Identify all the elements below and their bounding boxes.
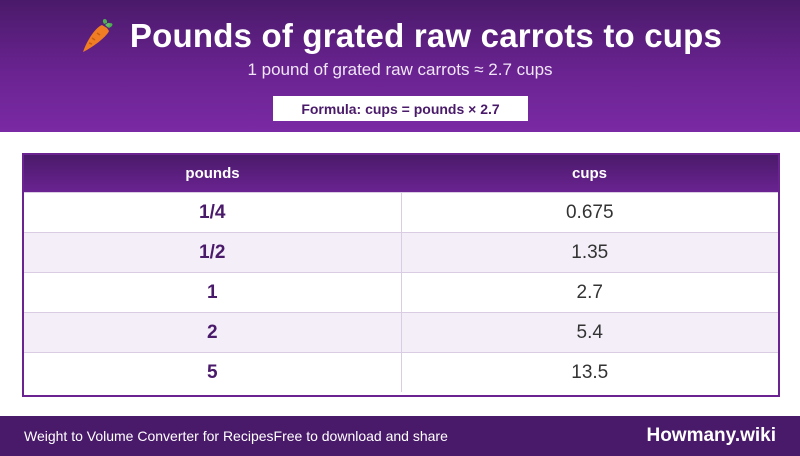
header-banner: Pounds of grated raw carrots to cups 1 p… [0,0,800,132]
column-header-cups: cups [401,155,778,193]
table-header-row: pounds cups [24,155,778,193]
conversion-table: pounds cups 1/4 0.675 1/2 1.35 1 2.7 2 5… [24,155,778,392]
cups-cell: 13.5 [401,352,778,392]
footer-text: Weight to Volume Converter for RecipesFr… [24,428,448,444]
page-title: Pounds of grated raw carrots to cups [129,17,723,54]
column-header-pounds: pounds [24,155,401,193]
pounds-cell: 5 [24,352,402,392]
footer-tagline: Free to download and share [273,428,448,444]
cups-cell: 5.4 [401,312,778,353]
footer-brand-logo[interactable]: Howmany.wiki [646,425,776,446]
cups-cell: 2.7 [401,272,778,313]
table-row: 5 13.5 [24,352,778,392]
table-row: 2 5.4 [24,312,778,353]
pounds-cell: 1/2 [24,232,402,273]
conversion-table-container: pounds cups 1/4 0.675 1/2 1.35 1 2.7 2 5… [22,153,780,397]
title-row: Pounds of grated raw carrots to cups [0,14,800,58]
page-subtitle: 1 pound of grated raw carrots ≈ 2.7 cups [247,60,553,79]
carrot-icon [78,16,118,56]
table-row: 1/4 0.675 [24,192,778,233]
formula-badge: Formula: cups = pounds × 2.7 [273,96,528,121]
pounds-cell: 1/4 [24,192,402,233]
table-row: 1/2 1.35 [24,232,778,273]
pounds-cell: 2 [24,312,402,353]
footer-bar: Weight to Volume Converter for RecipesFr… [0,416,800,456]
table-row: 1 2.7 [24,272,778,313]
pounds-cell: 1 [24,272,402,313]
cups-cell: 0.675 [401,192,778,233]
footer-app-name: Weight to Volume Converter for Recipes [24,428,274,444]
cups-cell: 1.35 [401,232,778,273]
